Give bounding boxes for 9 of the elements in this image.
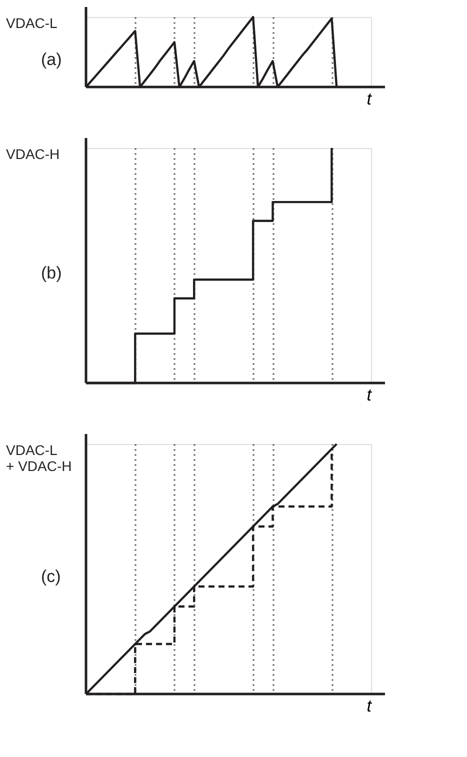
text: (c) bbox=[41, 567, 61, 586]
x-axis-title: t bbox=[366, 696, 373, 716]
y-axis-title: VDAC-L + VDAC-H bbox=[6, 442, 72, 474]
text: (a) bbox=[41, 50, 62, 69]
text: (b) bbox=[41, 264, 62, 282]
x-axis-title: t bbox=[366, 386, 373, 404]
x-axis-title: t bbox=[366, 90, 373, 108]
y-axis-title: VDAC-L bbox=[6, 15, 58, 31]
y-axis-title: VDAC-H bbox=[6, 146, 60, 162]
